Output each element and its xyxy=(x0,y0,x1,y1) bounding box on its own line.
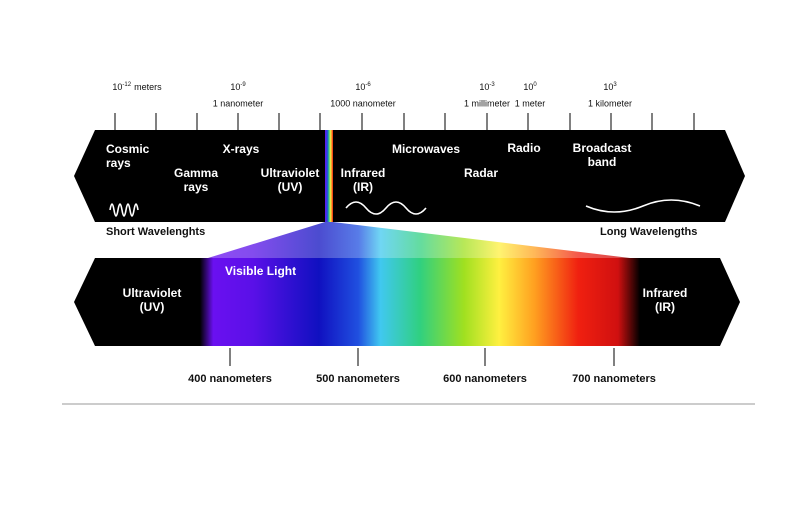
band-label: rays xyxy=(106,156,131,170)
scale-label: 10-12 meters xyxy=(112,82,162,93)
band-label: X-rays xyxy=(223,142,260,156)
scale-power: 10-6 xyxy=(355,82,371,93)
scale-unit: 1 meter xyxy=(515,98,546,108)
wave-long xyxy=(585,199,701,213)
band-label: Radio xyxy=(507,141,540,155)
scale-base: 10 xyxy=(479,82,489,92)
band-label: Cosmic xyxy=(106,142,150,156)
scale-exponent: 3 xyxy=(613,82,617,88)
scale-exponent: -12 xyxy=(122,82,131,88)
scale-unit: 1 kilometer xyxy=(588,98,632,108)
band-label: rays xyxy=(184,180,209,194)
short-wavelength-label: Short Wavelenghts xyxy=(106,226,205,238)
scale-base: 10 xyxy=(230,82,240,92)
visible-band xyxy=(325,130,333,222)
nm-label: 400 nanometers xyxy=(188,373,272,385)
nm-label: 700 nanometers xyxy=(572,373,656,385)
band-label: Ultraviolet xyxy=(261,166,320,180)
scale-exponent: 0 xyxy=(533,82,537,88)
wave-icons xyxy=(109,199,701,217)
ir-label: (IR) xyxy=(655,300,675,314)
scale-unit: meters xyxy=(134,82,162,92)
band-label: Broadcast xyxy=(573,141,632,155)
band-label: Microwaves xyxy=(392,142,460,156)
wave-medium xyxy=(345,201,427,215)
scale-power: 10-3 xyxy=(479,82,495,93)
scale-base: 10 xyxy=(603,82,613,92)
scale-base: 10 xyxy=(112,82,122,92)
nm-label: 600 nanometers xyxy=(443,373,527,385)
band-label: Infrared xyxy=(341,166,386,180)
band-label: (IR) xyxy=(353,180,373,194)
scale-power: 10-9 xyxy=(230,82,246,93)
top-bar xyxy=(74,130,745,222)
visible-spectrum xyxy=(200,258,640,346)
scale-base: 10 xyxy=(523,82,533,92)
scale-power: 103 xyxy=(603,82,617,93)
wave-short xyxy=(109,203,139,217)
scale-unit: 1 millimeter xyxy=(464,98,510,108)
spectrum-fan xyxy=(208,222,630,258)
band-label: Radar xyxy=(464,166,498,180)
scale-exponent: -9 xyxy=(240,82,246,88)
scale-exponent: -6 xyxy=(365,82,371,88)
scale-unit: 1000 nanometer xyxy=(330,98,396,108)
uv-label: Ultraviolet xyxy=(123,286,182,300)
scale-exponent: -3 xyxy=(489,82,495,88)
scale-unit: 1 nanometer xyxy=(213,98,264,108)
ir-label: Infrared xyxy=(643,286,688,300)
scale-power: 100 xyxy=(523,82,537,93)
uv-label: (UV) xyxy=(140,300,165,314)
band-label: Gamma xyxy=(174,166,218,180)
visible-light-label: Visible Light xyxy=(225,264,296,278)
band-label: (UV) xyxy=(278,180,303,194)
scale-base: 10 xyxy=(355,82,365,92)
band-label: band xyxy=(588,155,617,169)
long-wavelength-label: Long Wavelengths xyxy=(600,226,697,238)
nm-label: 500 nanometers xyxy=(316,373,400,385)
